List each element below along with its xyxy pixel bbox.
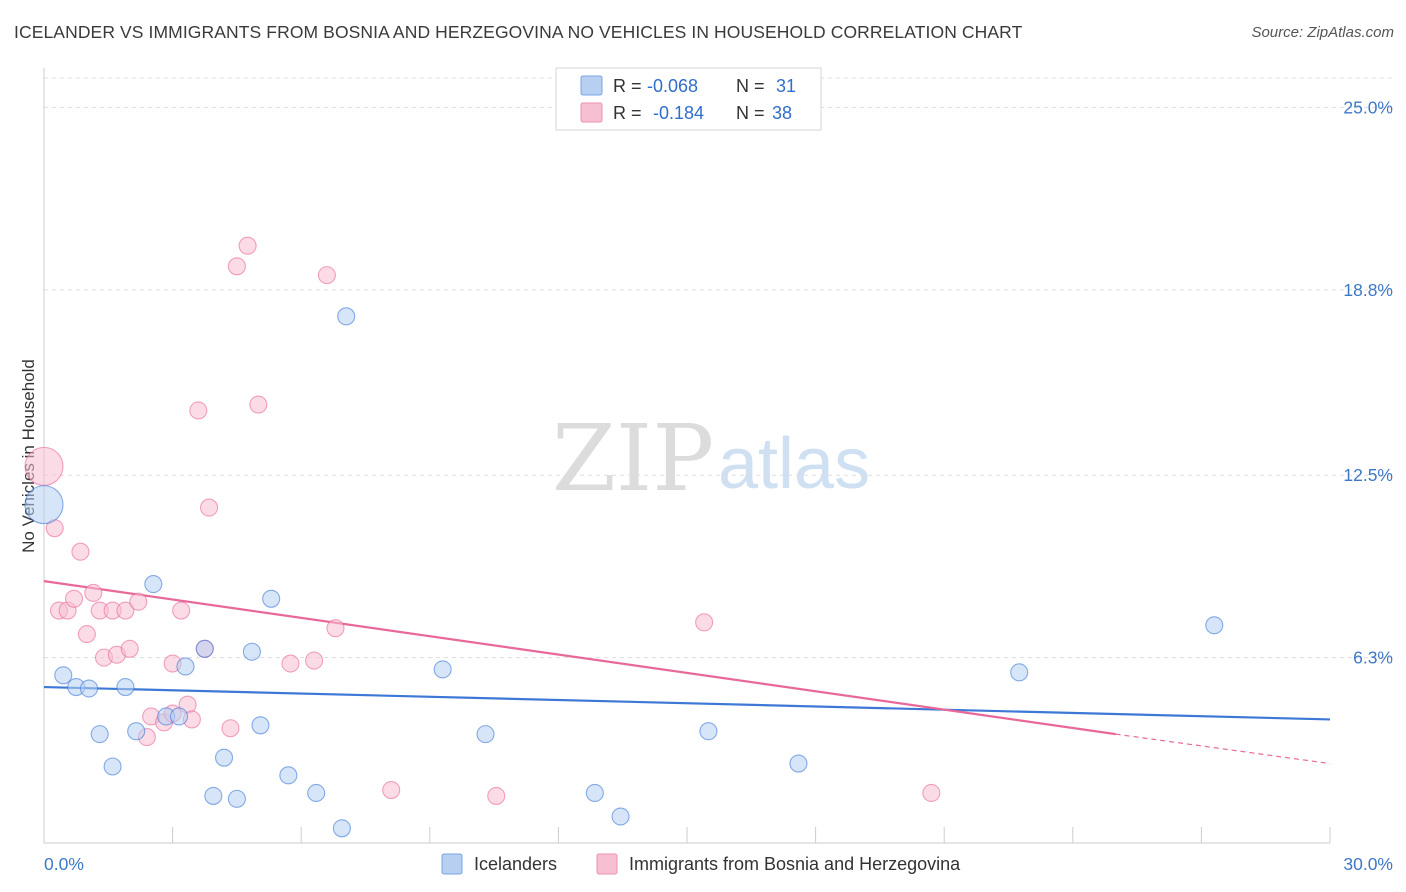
x-tick-labels: 0.0% 30.0% [44,854,1393,874]
bosnia-point [227,257,246,276]
legend-n-label-2: N = [736,103,765,123]
bosnia-point [77,625,96,644]
icelander-point [79,679,99,698]
watermark-atlas: atlas [718,424,870,504]
icelander-point [433,660,452,679]
bosnia-point [71,542,90,561]
y-tick-label: 6.3% [1353,648,1393,668]
icelander-point [1205,616,1224,635]
icelander-point [169,707,189,726]
legend-r-value-2: -0.184 [653,103,704,123]
icelander-point [127,722,146,741]
icelander-point [307,783,326,803]
series-legend-label-icelanders: Icelanders [474,854,557,874]
watermark-zip: ZIP [552,405,714,512]
x-tick-label-left: 0.0% [44,854,84,874]
bosnia-point [129,592,148,611]
bosnia-point [695,613,714,632]
icelander-trend-line [43,685,1331,721]
bosnia-point [317,266,336,285]
legend-n-value-1: 31 [776,76,796,96]
icelander-point [176,657,195,676]
icelander-point [279,766,298,785]
icelander-point [116,678,135,697]
legend-n-value-2: 38 [772,103,792,123]
series-legend-label-bosnia: Immigrants from Bosnia and Herzegovina [629,854,961,874]
legend-r-label-2: R = [613,103,642,123]
bosnia-point [305,651,324,670]
grid-lines [44,77,1393,659]
bosnia-point [116,601,135,620]
bosnia-point [172,601,191,620]
bosnia-point [221,719,240,738]
icelander-point [337,307,356,326]
legend-swatch-bosnia [580,102,603,123]
bosnia-point [120,639,139,658]
y-tick-label: 12.5% [1343,465,1393,485]
chart-title: ICELANDER VS IMMIGRANTS FROM BOSNIA AND … [14,22,1023,42]
icelander-point [251,716,270,735]
icelander-point [476,725,495,744]
legend-r-value-1: -0.068 [647,76,698,96]
icelander-point [332,819,351,838]
icelander-point [195,639,214,658]
icelander-point [611,807,630,826]
icelander-point [24,485,64,525]
x-tick-label-right: 30.0% [1343,854,1393,874]
icelander-point [699,722,718,741]
bosnia-point [382,780,401,800]
icelander-point [144,575,163,594]
icelander-point [789,754,808,773]
legend-n-label-1: N = [736,76,765,96]
stats-legend: R = -0.068 N = 31 R = -0.184 N = 38 [555,67,822,131]
legend-r-label-1: R = [613,76,642,96]
y-tick-label: 18.8% [1343,280,1393,300]
icelander-point [585,783,604,803]
bosnia-point [64,589,84,608]
bosnia-point [189,401,208,420]
icelander-point [1010,663,1029,682]
icelander-point [227,789,246,808]
bosnia-trend-line-extension [1115,733,1331,765]
chart-source: Source: ZipAtlas.com [1251,24,1394,41]
bosnia-point [24,446,64,486]
bosnia-point [84,583,103,602]
series-legend-swatch-icelanders [441,853,463,875]
trend-lines [43,580,1331,765]
icelander-point [90,725,109,744]
series-legend: Icelanders Immigrants from Bosnia and He… [441,853,961,875]
bosnia-point [922,783,941,803]
bosnia-trend-line [43,580,1116,736]
bosnia-point [281,654,300,673]
bosnia-point [326,619,345,638]
icelander-point [204,786,223,805]
icelander-point [242,642,261,661]
y-tick-labels: 25.0% 18.8% 12.5% 6.3% [1343,97,1393,667]
icelander-point [54,666,73,685]
icelander-point [103,757,122,776]
y-tick-label: 25.0% [1343,97,1393,117]
bosnia-point [487,786,506,805]
data-points [24,236,1224,838]
legend-swatch-icelanders [580,75,603,96]
series-legend-swatch-bosnia [596,853,618,875]
icelander-point [214,748,234,767]
bosnia-point [199,498,219,517]
bosnia-point [238,236,257,255]
icelander-point [262,589,281,608]
bosnia-point [249,395,268,414]
